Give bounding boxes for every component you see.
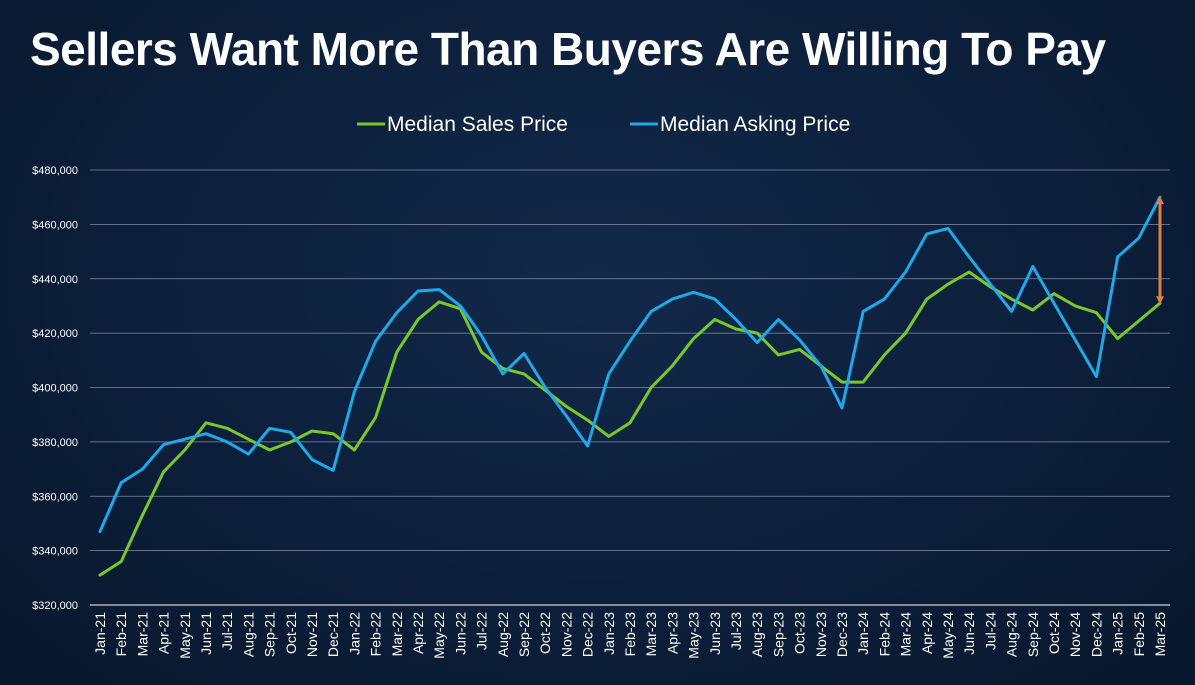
x-tick-label: Mar-21 xyxy=(134,612,150,657)
x-tick-label: Feb-25 xyxy=(1131,612,1147,657)
legend-label: Median Asking Price xyxy=(660,113,850,136)
x-tick-label: Dec-22 xyxy=(580,612,596,657)
x-axis-ticks: Jan-21 Feb-21 Mar-21 Apr-21 May-21 Jun-21 Jul-… xyxy=(92,612,1168,659)
x-tick-label: May-21 xyxy=(177,612,193,659)
x-tick-label: Sep-21 xyxy=(262,612,278,657)
x-tick-label: May-23 xyxy=(686,612,702,659)
x-tick-label: Nov-23 xyxy=(813,612,829,657)
x-tick-label: Dec-24 xyxy=(1088,612,1104,657)
legend-label: Median Sales Price xyxy=(387,113,568,136)
x-tick-label: Aug-22 xyxy=(495,612,511,657)
x-tick-label: Sep-24 xyxy=(1025,612,1041,657)
y-tick-label: $460,000 xyxy=(32,219,78,231)
x-tick-label: Jul-22 xyxy=(474,612,490,650)
y-tick-label: $400,000 xyxy=(32,383,78,395)
x-tick-label: Nov-24 xyxy=(1067,612,1083,657)
x-tick-label: Aug-21 xyxy=(240,612,256,657)
x-tick-label: Feb-24 xyxy=(876,612,892,657)
x-tick-label: Dec-21 xyxy=(325,612,341,657)
x-tick-label: Jan-21 xyxy=(92,612,108,655)
x-tick-label: Jul-21 xyxy=(219,612,235,650)
x-tick-label: Feb-23 xyxy=(622,612,638,657)
x-tick-label: Feb-21 xyxy=(113,612,129,657)
x-tick-label: Sep-23 xyxy=(770,612,786,657)
x-tick-label: Oct-23 xyxy=(792,612,808,654)
x-tick-label: Jul-23 xyxy=(728,612,744,650)
x-tick-label: Jun-24 xyxy=(961,612,977,655)
y-axis-ticks: $320,000 $340,000 $360,000 $380,000 $400,000… xyxy=(32,165,78,612)
series-line-median-asking-price xyxy=(98,195,1162,534)
gridlines xyxy=(90,169,1170,606)
chart-title: Sellers Want More Than Buyers Are Willin… xyxy=(30,23,1106,75)
x-tick-label: Aug-23 xyxy=(749,612,765,657)
x-tick-label: Mar-24 xyxy=(898,612,914,657)
x-tick-label: Jun-23 xyxy=(707,612,723,655)
y-tick-label: $380,000 xyxy=(32,437,78,449)
x-tick-label: Jun-22 xyxy=(452,612,468,655)
x-tick-label: Jan-22 xyxy=(346,612,362,655)
legend: Median Sales Price Median Asking Price xyxy=(357,113,850,136)
x-tick-label: Mar-22 xyxy=(389,612,405,657)
x-tick-label: Nov-21 xyxy=(304,612,320,657)
x-tick-label: May-24 xyxy=(940,612,956,659)
y-tick-label: $420,000 xyxy=(32,328,78,340)
x-tick-label: Jun-21 xyxy=(198,612,214,655)
x-tick-label: May-22 xyxy=(431,612,447,659)
x-tick-label: Mar-25 xyxy=(1152,612,1168,657)
x-tick-label: Feb-22 xyxy=(368,612,384,657)
x-tick-label: Apr-23 xyxy=(664,612,680,654)
x-tick-label: Dec-23 xyxy=(834,612,850,657)
x-tick-label: Oct-22 xyxy=(537,612,553,654)
y-tick-label: $480,000 xyxy=(32,165,78,177)
x-tick-label: Jan-24 xyxy=(855,612,871,655)
x-tick-label: Mar-23 xyxy=(643,612,659,657)
x-tick-label: Oct-24 xyxy=(1046,612,1062,654)
x-tick-label: Sep-22 xyxy=(516,612,532,657)
series-lines xyxy=(98,195,1162,577)
x-tick-label: Apr-22 xyxy=(410,612,426,654)
x-tick-label: Apr-24 xyxy=(919,612,935,654)
x-tick-label: Nov-22 xyxy=(558,612,574,657)
x-tick-label: Aug-24 xyxy=(1004,612,1020,657)
x-tick-label: Apr-21 xyxy=(156,612,172,654)
x-tick-label: Jul-24 xyxy=(982,612,998,650)
y-tick-label: $340,000 xyxy=(32,546,78,558)
x-tick-label: Jan-25 xyxy=(1110,612,1126,655)
x-tick-label: Oct-21 xyxy=(283,612,299,654)
y-tick-label: $320,000 xyxy=(32,600,78,612)
x-tick-label: Jan-23 xyxy=(601,612,617,655)
series-line-median-sales-price xyxy=(98,270,1162,577)
y-tick-label: $360,000 xyxy=(32,491,78,503)
y-tick-label: $440,000 xyxy=(32,274,78,286)
